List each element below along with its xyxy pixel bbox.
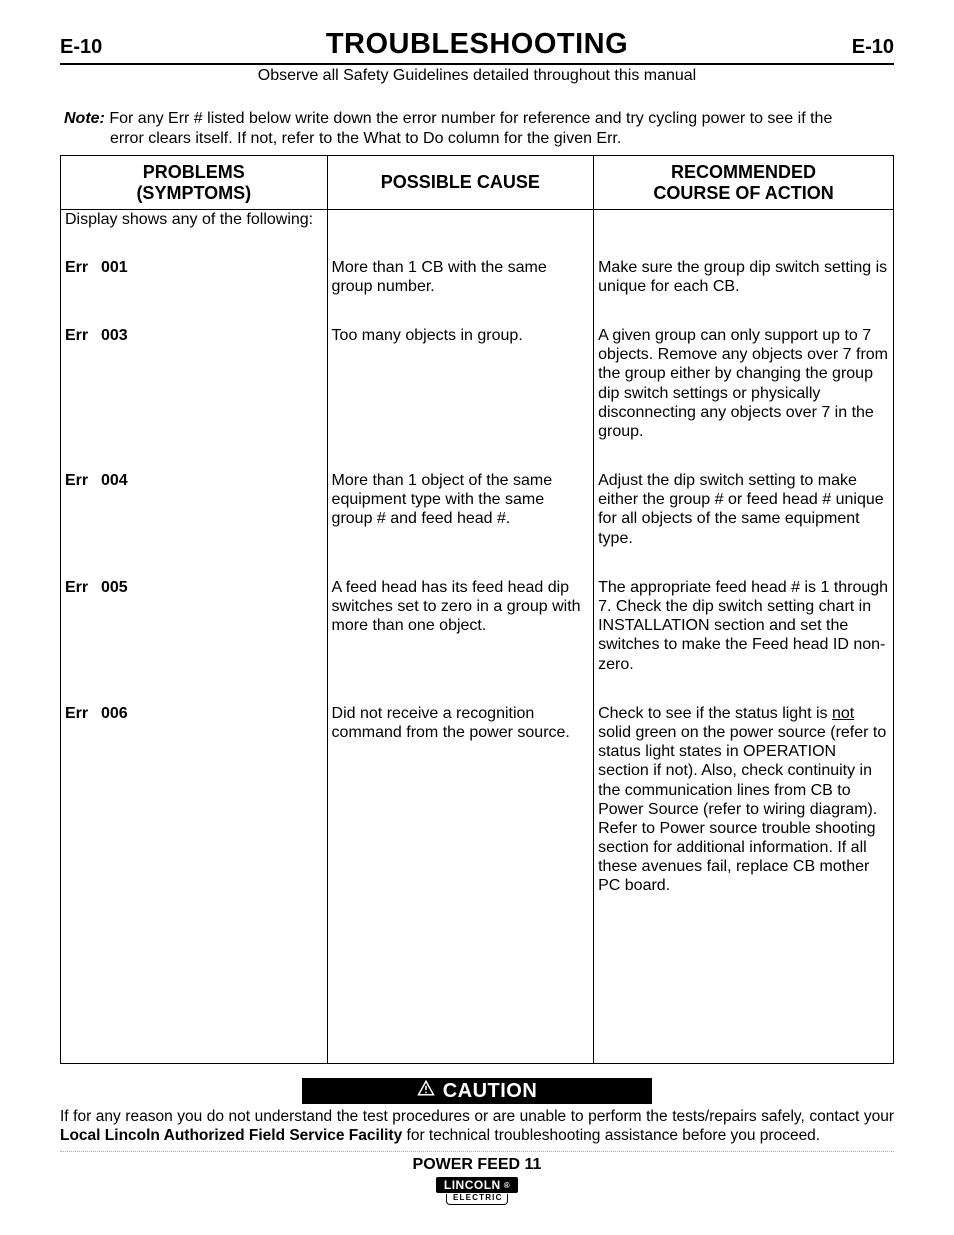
- header-problems: PROBLEMS (SYMPTOMS): [61, 156, 328, 210]
- page-title: TROUBLESHOOTING: [120, 28, 834, 61]
- caution-text: If for any reason you do not understand …: [60, 1108, 894, 1152]
- err-number: 001: [101, 259, 128, 276]
- err-label: Err: [65, 258, 101, 277]
- possible-cause-cell: More than 1 object of the same equipment…: [327, 441, 594, 548]
- error-row: Err006Did not receive a recognition comm…: [61, 674, 894, 896]
- error-code-cell: Err001: [61, 230, 328, 296]
- err-number: 005: [101, 579, 128, 596]
- recommended-action-cell: Adjust the dip switch setting to make ei…: [594, 441, 894, 548]
- caution-bar: CAUTION: [302, 1078, 652, 1104]
- page-header: E-10 TROUBLESHOOTING E-10: [60, 28, 894, 65]
- err-label: Err: [65, 578, 101, 597]
- error-code-cell: Err003: [61, 296, 328, 441]
- intro-cause: [327, 210, 594, 230]
- intro-problems: Display shows any of the following:: [61, 210, 328, 230]
- error-row: Err004More than 1 object of the same equ…: [61, 441, 894, 548]
- intro-row: Display shows any of the following:: [61, 210, 894, 230]
- intro-action: [594, 210, 894, 230]
- error-row: Err005A feed head has its feed head dip …: [61, 548, 894, 674]
- note-label: Note:: [64, 110, 105, 127]
- recommended-action-cell: Make sure the group dip switch setting i…: [594, 230, 894, 296]
- note-line-2: error clears itself. If not, refer to th…: [64, 129, 890, 149]
- header-action: RECOMMENDED COURSE OF ACTION: [594, 156, 894, 210]
- err-label: Err: [65, 326, 101, 345]
- safety-guideline-line: Observe all Safety Guidelines detailed t…: [60, 67, 894, 85]
- caution-label: CAUTION: [443, 1080, 538, 1103]
- troubleshooting-table: PROBLEMS (SYMPTOMS) POSSIBLE CAUSE RECOM…: [60, 155, 894, 1064]
- possible-cause-cell: A feed head has its feed head dip switch…: [327, 548, 594, 674]
- err-number: 006: [101, 705, 128, 722]
- footer-model: POWER FEED 11: [60, 1156, 894, 1174]
- err-number: 004: [101, 472, 128, 489]
- recommended-action-cell: A given group can only support up to 7 o…: [594, 296, 894, 441]
- warning-icon: [417, 1079, 435, 1103]
- possible-cause-cell: Too many objects in group.: [327, 296, 594, 441]
- page-number-right: E-10: [834, 36, 894, 59]
- error-code-cell: Err005: [61, 548, 328, 674]
- err-number: 003: [101, 327, 128, 344]
- page-number-left: E-10: [60, 36, 120, 59]
- recommended-action-cell: The appropriate feed head # is 1 through…: [594, 548, 894, 674]
- error-row: Err001More than 1 CB with the same group…: [61, 230, 894, 296]
- note-line-1: For any Err # listed below write down th…: [109, 110, 832, 127]
- recommended-action-cell: Check to see if the status light is not …: [594, 674, 894, 896]
- err-label: Err: [65, 704, 101, 723]
- error-row: Err003Too many objects in group.A given …: [61, 296, 894, 441]
- error-code-cell: Err006: [61, 674, 328, 896]
- err-label: Err: [65, 471, 101, 490]
- possible-cause-cell: Did not receive a recognition command fr…: [327, 674, 594, 896]
- page-footer: POWER FEED 11 LINCOLN® ELECTRIC: [60, 1156, 894, 1205]
- error-code-cell: Err004: [61, 441, 328, 548]
- header-cause: POSSIBLE CAUSE: [327, 156, 594, 210]
- lincoln-logo: LINCOLN® ELECTRIC: [436, 1176, 518, 1205]
- possible-cause-cell: More than 1 CB with the same group numbe…: [327, 230, 594, 296]
- note-block: Note: For any Err # listed below write d…: [60, 109, 894, 149]
- table-filler-row: [61, 896, 894, 1064]
